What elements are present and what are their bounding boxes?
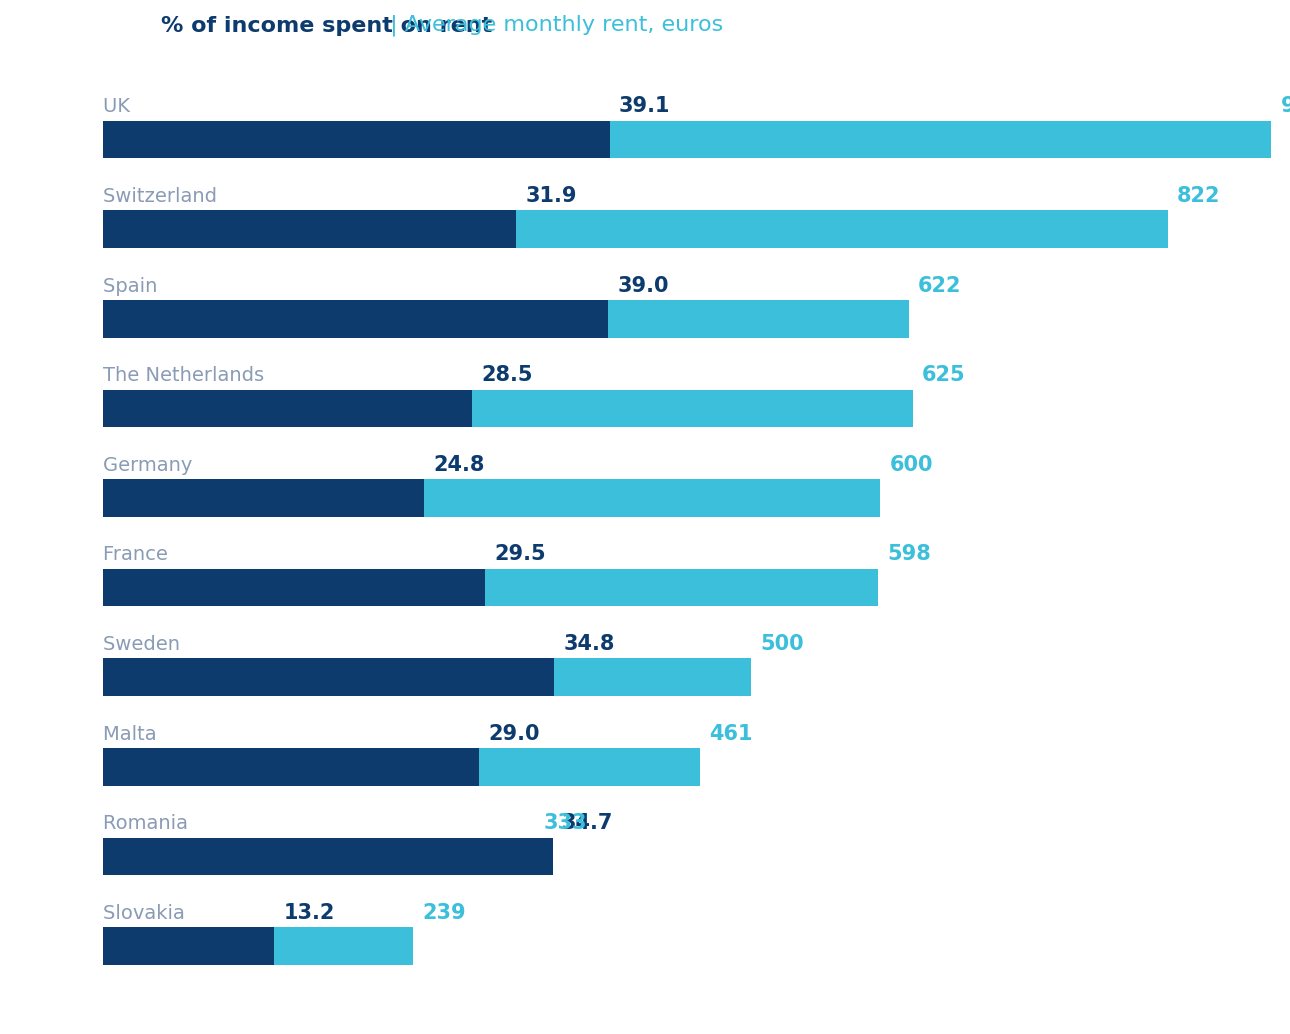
Text: Spain: Spain xyxy=(103,276,164,296)
Bar xyxy=(103,927,413,965)
Bar xyxy=(103,210,516,248)
Text: 600: 600 xyxy=(890,455,933,475)
Text: 239: 239 xyxy=(422,903,466,922)
Text: 333: 333 xyxy=(544,813,587,833)
Text: UK: UK xyxy=(103,97,137,116)
Bar xyxy=(103,479,424,517)
Text: 39.0: 39.0 xyxy=(618,275,670,296)
Text: 39.1: 39.1 xyxy=(619,96,671,116)
Bar xyxy=(103,838,552,876)
Text: 822: 822 xyxy=(1176,186,1220,206)
Bar xyxy=(103,659,553,696)
Bar xyxy=(103,300,609,338)
Bar xyxy=(103,838,534,876)
Text: Sweden: Sweden xyxy=(103,635,187,653)
Bar xyxy=(103,300,908,338)
Text: The Netherlands: The Netherlands xyxy=(103,366,271,385)
Text: Germany: Germany xyxy=(103,456,199,475)
Text: 34.8: 34.8 xyxy=(564,634,614,653)
Text: | Average monthly rent, euros: | Average monthly rent, euros xyxy=(383,14,722,36)
Text: % of income spent on rent: % of income spent on rent xyxy=(161,17,493,36)
Text: 28.5: 28.5 xyxy=(481,365,533,385)
Bar xyxy=(103,210,1167,248)
Bar xyxy=(103,390,472,427)
Text: 622: 622 xyxy=(918,275,961,296)
Text: Romania: Romania xyxy=(103,814,195,833)
Text: 461: 461 xyxy=(710,724,753,743)
Text: 902: 902 xyxy=(1281,96,1290,116)
Text: 24.8: 24.8 xyxy=(433,455,485,475)
Bar xyxy=(103,479,880,517)
Text: Malta: Malta xyxy=(103,725,163,743)
Bar xyxy=(103,121,610,158)
Text: 31.9: 31.9 xyxy=(526,186,577,206)
Bar xyxy=(103,390,912,427)
Text: 598: 598 xyxy=(888,544,930,565)
Bar xyxy=(103,748,700,786)
Bar xyxy=(103,927,275,965)
Bar xyxy=(103,121,1271,158)
Bar xyxy=(103,569,485,607)
Text: Slovakia: Slovakia xyxy=(103,904,191,922)
Text: 500: 500 xyxy=(760,634,804,653)
Text: 34.7: 34.7 xyxy=(562,813,613,833)
Bar xyxy=(103,748,479,786)
Text: France: France xyxy=(103,545,174,565)
Text: 29.5: 29.5 xyxy=(494,544,546,565)
Text: 29.0: 29.0 xyxy=(488,724,539,743)
Bar xyxy=(103,659,751,696)
Text: 13.2: 13.2 xyxy=(284,903,335,922)
Text: 625: 625 xyxy=(922,365,966,385)
Bar xyxy=(103,569,877,607)
Text: Switzerland: Switzerland xyxy=(103,187,223,206)
